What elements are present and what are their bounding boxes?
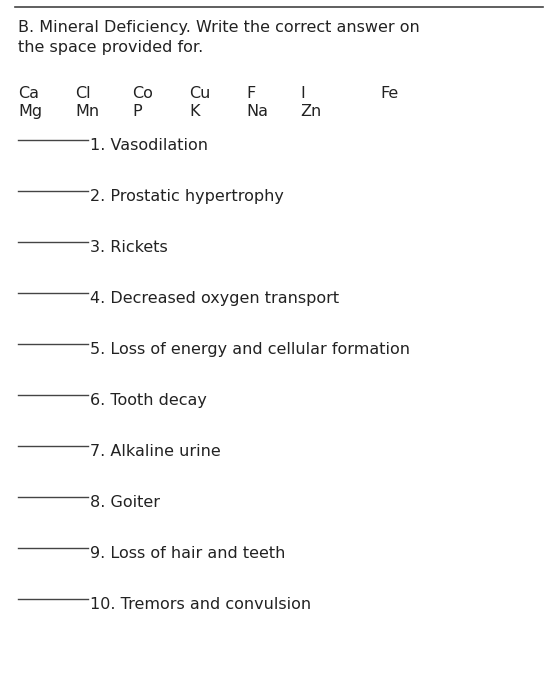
- Text: 4. Decreased oxygen transport: 4. Decreased oxygen transport: [90, 291, 339, 306]
- Text: 8. Goiter: 8. Goiter: [90, 495, 160, 510]
- Text: K: K: [189, 104, 200, 119]
- Text: 2. Prostatic hypertrophy: 2. Prostatic hypertrophy: [90, 189, 284, 204]
- Text: 3. Rickets: 3. Rickets: [90, 240, 168, 255]
- Text: 9. Loss of hair and teeth: 9. Loss of hair and teeth: [90, 546, 285, 561]
- Text: I: I: [300, 86, 305, 101]
- Text: Co: Co: [132, 86, 153, 101]
- Text: 6. Tooth decay: 6. Tooth decay: [90, 393, 207, 408]
- Text: 10. Tremors and convulsion: 10. Tremors and convulsion: [90, 597, 311, 612]
- Text: 7. Alkaline urine: 7. Alkaline urine: [90, 444, 221, 459]
- Text: Cl: Cl: [75, 86, 90, 101]
- Text: Fe: Fe: [380, 86, 398, 101]
- Text: 1. Vasodilation: 1. Vasodilation: [90, 138, 208, 153]
- Text: Ca: Ca: [18, 86, 39, 101]
- Text: 5. Loss of energy and cellular formation: 5. Loss of energy and cellular formation: [90, 342, 410, 357]
- Text: B. Mineral Deficiency. Write the correct answer on: B. Mineral Deficiency. Write the correct…: [18, 20, 420, 35]
- Text: Mn: Mn: [75, 104, 99, 119]
- Text: Mg: Mg: [18, 104, 42, 119]
- Text: the space provided for.: the space provided for.: [18, 40, 203, 55]
- Text: F: F: [246, 86, 255, 101]
- Text: P: P: [132, 104, 142, 119]
- Text: Cu: Cu: [189, 86, 210, 101]
- Text: Na: Na: [246, 104, 268, 119]
- Text: Zn: Zn: [300, 104, 321, 119]
